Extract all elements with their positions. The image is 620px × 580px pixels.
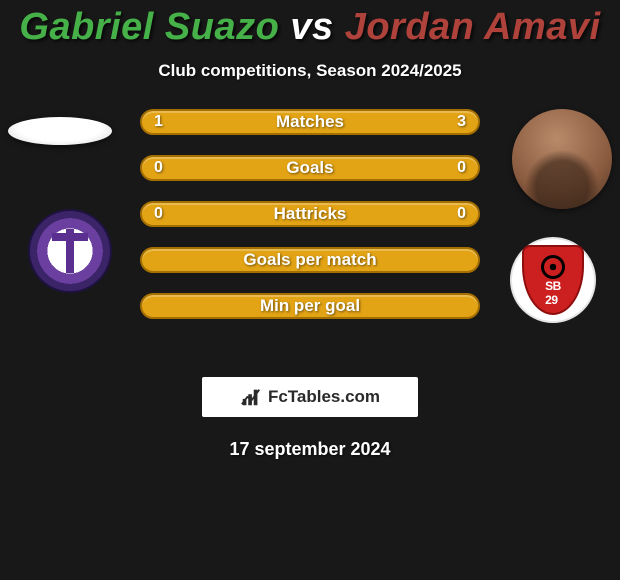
player1-avatar	[8, 117, 112, 145]
player2-avatar	[512, 109, 612, 209]
stat-p2-value	[454, 249, 478, 271]
stat-row-goals-per-match: Goals per match	[140, 247, 480, 273]
stat-label: Hattricks	[142, 203, 478, 225]
stat-label: Goals per match	[142, 249, 478, 271]
stat-row-goals: 0 Goals 0	[140, 155, 480, 181]
stat-p1-value: 1	[142, 111, 175, 133]
stat-p2-value: 3	[445, 111, 478, 133]
stat-rows: 1 Matches 3 0 Goals 0 0 Hattricks 0 Goal…	[140, 109, 480, 339]
comparison-title: Gabriel Suazo vs Jordan Amavi	[0, 0, 620, 49]
player1-name: Gabriel Suazo	[19, 6, 279, 48]
vs-word: vs	[290, 6, 333, 48]
subtitle: Club competitions, Season 2024/2025	[0, 61, 620, 81]
branding-text: FcTables.com	[268, 387, 380, 407]
stat-label: Goals	[142, 157, 478, 179]
player1-club-logo	[20, 209, 120, 293]
sb29-code: SB29	[545, 279, 561, 307]
stat-label: Matches	[142, 111, 478, 133]
player2-club-logo: SB29	[510, 237, 602, 329]
stat-label: Min per goal	[142, 295, 478, 317]
snapshot-date: 17 september 2024	[0, 439, 620, 460]
sb29-badge-icon: SB29	[510, 237, 596, 323]
branding-badge[interactable]: FcTables.com	[202, 377, 418, 417]
stat-row-hattricks: 0 Hattricks 0	[140, 201, 480, 227]
comparison-arena: SB29 1 Matches 3 0 Goals 0 0 Hattricks 0…	[0, 109, 620, 359]
stat-p2-value: 0	[445, 203, 478, 225]
player2-name: Jordan Amavi	[345, 6, 601, 48]
stat-p1-value	[142, 249, 166, 271]
stat-p2-value: 0	[445, 157, 478, 179]
stat-p1-value: 0	[142, 203, 175, 225]
stat-row-min-per-goal: Min per goal	[140, 293, 480, 319]
stat-p1-value	[142, 295, 166, 317]
bar-chart-icon	[240, 386, 262, 408]
tfc-badge-icon	[28, 209, 112, 293]
stat-row-matches: 1 Matches 3	[140, 109, 480, 135]
stat-p1-value: 0	[142, 157, 175, 179]
stat-p2-value	[454, 295, 478, 317]
